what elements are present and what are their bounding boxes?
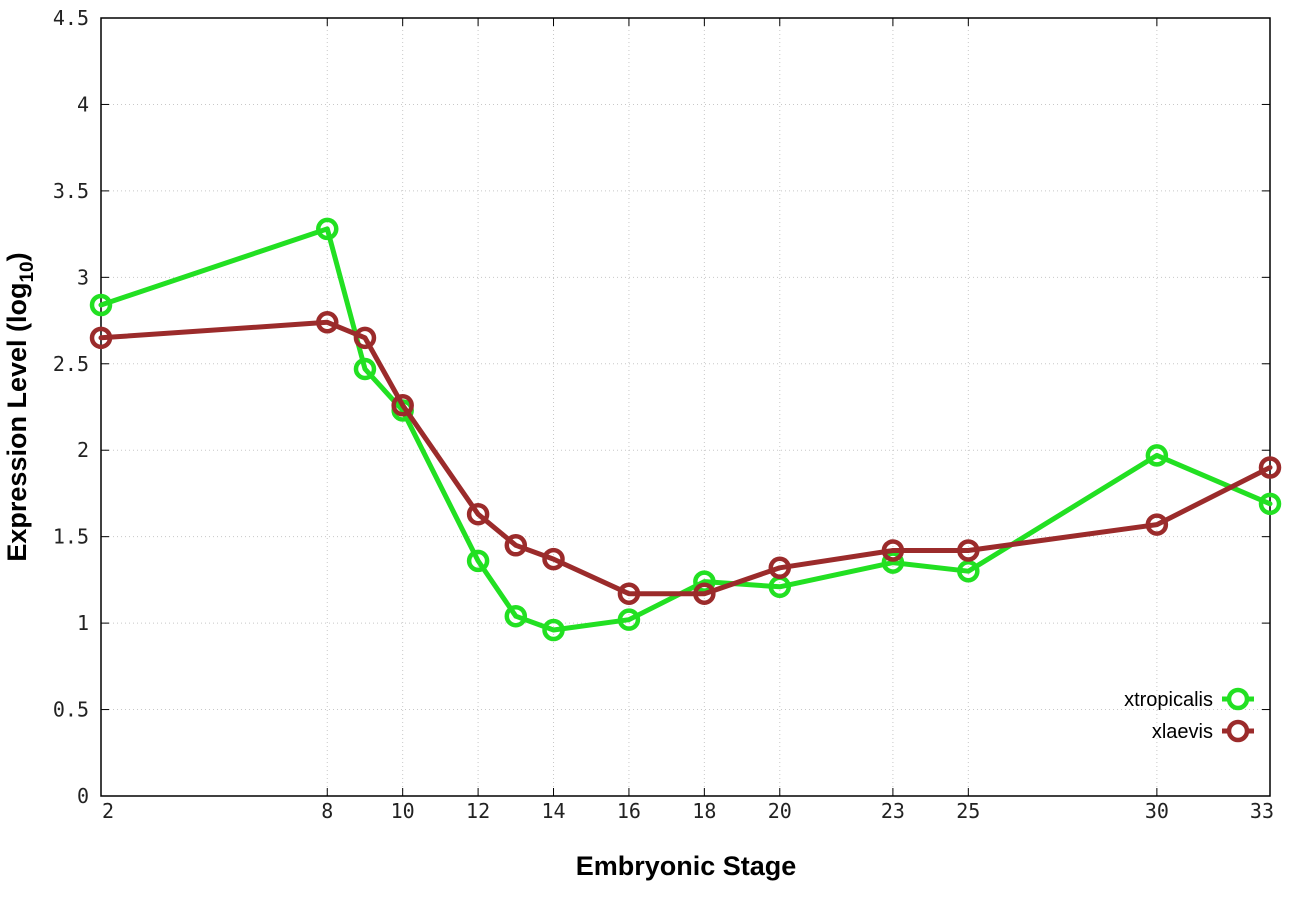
legend-marker-xlaevis: [1226, 719, 1250, 743]
data-point-xlaevis: [391, 394, 414, 417]
data-point-xlaevis: [466, 502, 490, 526]
y-tick-label: 1.5: [53, 525, 89, 549]
data-point-xlaevis: [316, 311, 339, 334]
x-axis-title: Embryonic Stage: [576, 851, 797, 881]
data-point-xlaevis: [542, 547, 565, 571]
x-tick-label: 23: [881, 799, 905, 823]
grid-layer: [101, 18, 1270, 796]
x-tick-label: 8: [321, 799, 333, 823]
x-tick-label: 14: [541, 799, 565, 823]
data-point-xlaevis: [957, 539, 980, 562]
y-axis-title-main: Expression Level (log: [2, 283, 32, 562]
data-point-xlaevis: [89, 326, 113, 350]
data-point-xtropicalis: [466, 549, 490, 573]
data-point-xlaevis: [617, 582, 641, 605]
data-point-xtropicalis: [881, 551, 905, 574]
data-point-xtropicalis: [768, 575, 792, 599]
data-point-xlaevis: [881, 539, 905, 562]
data-point-xlaevis: [504, 534, 528, 557]
series-layer: [89, 217, 1282, 642]
data-point-xtropicalis: [693, 570, 716, 593]
series-line-xlaevis: [98, 319, 1273, 597]
y-tick-label: 1: [77, 611, 89, 635]
legend-label-xlaevis: xlaevis: [1152, 721, 1213, 743]
series-line-xtropicalis: [98, 226, 1273, 633]
data-point-xtropicalis: [542, 618, 565, 642]
data-point-xlaevis: [1145, 513, 1169, 536]
y-tick-label: 3: [77, 265, 89, 289]
y-tick-label: 0.5: [53, 698, 89, 722]
x-tick-label: 18: [692, 799, 716, 823]
legend-marker-xtropicalis: [1226, 687, 1250, 711]
plot-frame: [100, 17, 1271, 797]
data-point-xtropicalis: [1145, 444, 1169, 467]
legend-label-xtropicalis: xtropicalis: [1124, 689, 1213, 711]
data-point-xtropicalis: [89, 293, 113, 317]
y-tick-label: 0: [77, 784, 89, 808]
x-tick-label: 25: [956, 799, 980, 823]
data-point-xtropicalis: [1258, 492, 1282, 516]
y-tick-label: 4: [77, 92, 89, 116]
x-tick-label: 33: [1250, 799, 1274, 823]
y-tick-label: 4.5: [53, 6, 89, 30]
data-point-xtropicalis: [316, 217, 339, 241]
data-point-xlaevis: [1258, 456, 1282, 479]
data-point-xtropicalis: [353, 357, 377, 381]
data-point-xtropicalis: [617, 608, 641, 631]
data-point-xlaevis: [768, 556, 792, 580]
data-point-xtropicalis: [504, 604, 528, 628]
legend: xtropicalis xlaevis: [1124, 687, 1254, 743]
y-tick-label: 2.5: [53, 352, 89, 376]
x-tick-label: 16: [617, 799, 641, 823]
data-point-xlaevis: [353, 326, 377, 350]
y-axis-title: Expression Level (log10): [2, 252, 38, 561]
x-tick-label: 2: [102, 799, 114, 823]
y-axis-title-close: ): [2, 252, 32, 261]
y-axis-title-subscript: 10: [17, 261, 38, 282]
y-tick-label: 2: [77, 438, 89, 462]
x-tick-label: 30: [1145, 799, 1169, 823]
y-tick-label: 3.5: [53, 179, 89, 203]
x-tick-label: 12: [466, 799, 490, 823]
x-tick-label: 10: [391, 799, 415, 823]
data-point-xlaevis: [693, 582, 716, 605]
x-tick-label: 20: [768, 799, 792, 823]
data-point-xtropicalis: [957, 559, 980, 583]
tick-layer: 0 0.5 1 1.5 2 2.5 3 3.5 4 4.5 2 8 10 12 14 16 18 20 23 25 30…: [53, 6, 1274, 823]
